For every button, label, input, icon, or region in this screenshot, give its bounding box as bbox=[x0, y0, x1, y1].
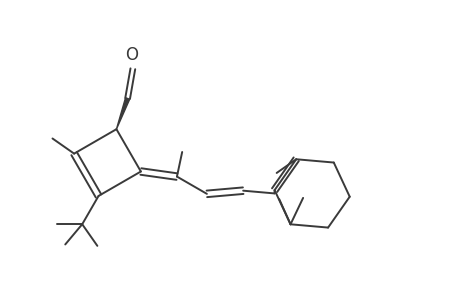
Text: O: O bbox=[125, 46, 138, 64]
Polygon shape bbox=[116, 98, 129, 129]
